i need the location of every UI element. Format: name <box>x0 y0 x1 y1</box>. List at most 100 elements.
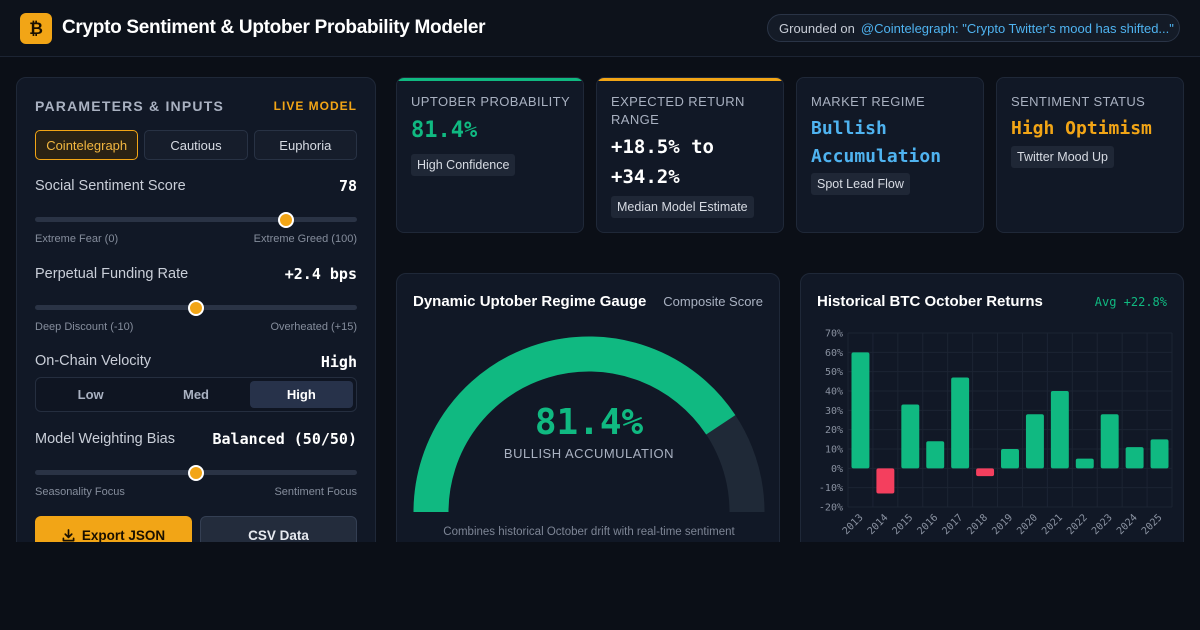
card-sentiment-status: SENTIMENT STATUS High Optimism Twitter M… <box>996 77 1184 233</box>
x-tick-label: 2014 <box>866 512 891 537</box>
velocity-low-button[interactable]: Low <box>77 387 104 402</box>
weighting-slider[interactable] <box>35 464 357 481</box>
sentiment-max-label: Extreme Greed (100) <box>253 233 357 245</box>
sentiment-min-label: Extreme Fear (0) <box>35 233 119 245</box>
card-label: SENTIMENT STATUS <box>1011 94 1146 109</box>
bar-2024[interactable] <box>1125 447 1144 469</box>
preset-cointelegraph[interactable]: Cointelegraph <box>35 130 139 160</box>
chart-title: Historical BTC October Returns <box>817 293 1043 310</box>
y-tick-label: 70% <box>825 329 843 340</box>
export-json-label: Export JSON <box>81 527 166 543</box>
app-header: ₿ Crypto Sentiment & Uptober Probability… <box>0 0 1200 57</box>
market-regime-line2: Accumulation <box>811 146 942 167</box>
x-tick-label: 2020 <box>1015 512 1040 537</box>
chart-average-label: Avg +22.8% <box>1094 295 1167 309</box>
gauge-fill-arc <box>413 336 736 513</box>
weighting-min-label: Seasonality Focus <box>35 486 125 498</box>
returns-bar-chart: 70%60%50%40%30%20%10%0%-10%-20%2013 2014 2… <box>819 329 1173 537</box>
bar-2013[interactable] <box>851 352 870 469</box>
gauge-chart <box>413 336 765 513</box>
preset-euphoria[interactable]: Euphoria <box>253 130 357 160</box>
gauge-subtitle: Composite Score <box>663 294 763 309</box>
expected-return-line1: +18.5% to <box>611 136 714 158</box>
velocity-label: On-Chain Velocity <box>35 353 152 369</box>
x-tick-label: 2023 <box>1090 512 1115 537</box>
app-title: Crypto Sentiment & Uptober Probability M… <box>62 17 486 38</box>
weighting-slider-thumb[interactable] <box>188 464 204 481</box>
bar-2017[interactable] <box>951 377 970 469</box>
confidence-chip: High Confidence <box>411 154 516 176</box>
parameters-panel: PARAMETERS & INPUTS LIVE MODEL Cointeleg… <box>16 77 376 557</box>
grounded-source-link[interactable]: @Cointelegraph: "Crypto Twitter's mood h… <box>860 20 1174 36</box>
uptober-probability-value: 81.4% <box>411 118 478 143</box>
y-tick-label: 50% <box>825 367 843 378</box>
grounded-label: Grounded on <box>779 20 855 36</box>
velocity-med-button[interactable]: Med <box>182 387 209 402</box>
bar-2021[interactable] <box>1050 391 1069 469</box>
card-uptober-probability: UPTOBER PROBABILITY 81.4% High Confidenc… <box>396 77 584 233</box>
preset-group: Cointelegraph Cautious Euphoria <box>35 130 357 160</box>
x-tick-label: 2022 <box>1065 512 1090 537</box>
bar-2015[interactable] <box>901 404 920 469</box>
market-regime-line1: Bullish <box>811 118 887 139</box>
weighting-label: Model Weighting Bias <box>35 431 175 447</box>
sentiment-slider-thumb[interactable] <box>278 211 295 228</box>
x-tick-label: 2019 <box>990 512 1015 537</box>
funding-label: Perpetual Funding Rate <box>35 266 189 282</box>
y-tick-label: 0% <box>831 464 843 475</box>
funding-slider[interactable] <box>35 299 357 316</box>
y-tick-label: -10% <box>819 483 843 494</box>
x-tick-label: 2017 <box>940 512 965 537</box>
x-tick-label: 2016 <box>916 512 941 537</box>
bar-2023[interactable] <box>1100 414 1119 469</box>
bar-2020[interactable] <box>1025 414 1044 469</box>
download-icon <box>62 528 75 541</box>
x-tick-label: 2024 <box>1115 512 1140 537</box>
gauge-title: Dynamic Uptober Regime Gauge <box>413 293 647 310</box>
funding-slider-thumb[interactable] <box>188 299 204 316</box>
velocity-value: High <box>320 353 357 371</box>
y-tick-label: 60% <box>825 348 843 359</box>
card-label: UPTOBER PROBABILITY <box>411 94 571 109</box>
csv-data-label: CSV Data <box>248 527 309 543</box>
card-accent-bar <box>397 78 583 81</box>
x-tick-label: 2025 <box>1140 512 1165 537</box>
card-label: EXPECTED RETURN RANGE <box>611 94 745 127</box>
funding-value: +2.4 bps <box>284 265 357 283</box>
panel-title: PARAMETERS & INPUTS <box>35 98 224 114</box>
x-tick-label: 2013 <box>841 512 866 537</box>
page-footer-area <box>0 542 1200 630</box>
bar-2019[interactable] <box>1001 449 1019 469</box>
gauge-value: 81.4% <box>534 402 644 443</box>
bar-2016[interactable] <box>926 441 945 469</box>
live-model-badge: LIVE MODEL <box>273 99 357 113</box>
bar-2018[interactable] <box>976 468 995 477</box>
funding-min-label: Deep Discount (-10) <box>35 321 134 333</box>
sentiment-slider[interactable] <box>35 211 357 228</box>
gauge-note: Combines historical October drift with r… <box>443 526 735 538</box>
x-tick-label: 2018 <box>965 512 990 537</box>
x-tick-label: 2021 <box>1040 512 1065 537</box>
velocity-segmented-control: Low Med High <box>35 377 357 412</box>
bar-2014[interactable] <box>876 468 895 494</box>
weighting-max-label: Sentiment Focus <box>274 486 357 498</box>
funding-max-label: Overheated (+15) <box>270 321 357 333</box>
flow-chip: Spot Lead Flow <box>811 173 910 195</box>
weighting-value: Balanced (50/50) <box>212 430 358 448</box>
y-tick-label: 30% <box>825 406 843 417</box>
estimate-chip: Median Model Estimate <box>611 196 754 218</box>
x-tick-label: 2015 <box>891 512 916 537</box>
card-accent-bar <box>597 78 783 81</box>
velocity-high-button[interactable]: High <box>249 381 353 408</box>
grounded-source-pill[interactable]: Grounded on @Cointelegraph: "Crypto Twit… <box>767 14 1180 42</box>
sentiment-label: Social Sentiment Score <box>35 178 186 194</box>
regime-gauge-panel: Dynamic Uptober Regime Gauge Composite S… <box>396 273 780 557</box>
twitter-mood-chip: Twitter Mood Up <box>1011 146 1115 168</box>
bar-2022[interactable] <box>1075 458 1094 469</box>
bar-2025[interactable] <box>1150 439 1169 469</box>
card-market-regime: MARKET REGIME Bullish Accumulation Spot … <box>796 77 984 233</box>
expected-return-line2: +34.2% <box>611 166 680 188</box>
y-tick-label: 40% <box>825 387 843 398</box>
preset-cautious[interactable]: Cautious <box>144 130 248 160</box>
y-tick-label: -20% <box>819 503 843 514</box>
